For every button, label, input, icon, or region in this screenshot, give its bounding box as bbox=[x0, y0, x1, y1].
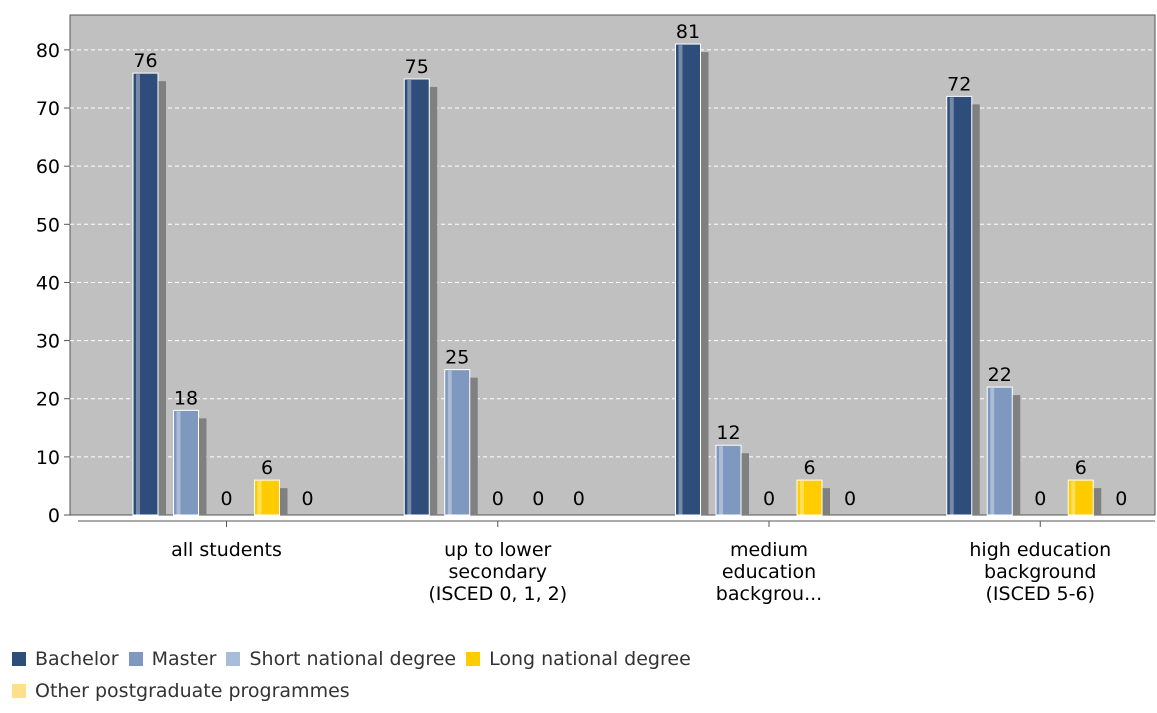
legend-row-2: Other postgraduate programmes bbox=[12, 676, 1142, 706]
bar-master bbox=[444, 369, 471, 516]
legend-item-short-national-degree: Short national degree bbox=[226, 648, 456, 670]
x-category-label: all students bbox=[171, 539, 282, 561]
y-tick-label: 20 bbox=[36, 389, 60, 411]
bar-highlight bbox=[447, 370, 452, 515]
data-label: 12 bbox=[716, 422, 740, 444]
data-label: 0 bbox=[301, 488, 313, 510]
data-label: 72 bbox=[947, 73, 971, 95]
legend-label-master: Master bbox=[151, 648, 217, 670]
legend-swatch-long-national-degree bbox=[466, 652, 481, 666]
legend-label-short-national-degree: Short national degree bbox=[249, 648, 457, 670]
bar-long-national-degree bbox=[1067, 479, 1094, 516]
data-label: 81 bbox=[676, 21, 700, 43]
legend-label-other-postgraduate: Other postgraduate programmes bbox=[35, 680, 350, 702]
bar-master bbox=[715, 444, 742, 516]
legend: Bachelor Master Short national degree Lo… bbox=[12, 644, 1142, 708]
legend-item-bachelor: Bachelor bbox=[12, 648, 119, 670]
data-label: 0 bbox=[220, 488, 232, 510]
bar-bachelor bbox=[132, 72, 159, 516]
legend-item-other-postgraduate: Other postgraduate programmes bbox=[12, 680, 350, 702]
bar-highlight bbox=[176, 411, 181, 515]
data-label: 0 bbox=[1115, 488, 1127, 510]
x-category-label: up to lower secondary (ISCED 0, 1, 2) bbox=[428, 539, 568, 605]
legend-label-bachelor: Bachelor bbox=[35, 648, 119, 670]
legend-row-1: Bachelor Master Short national degree Lo… bbox=[12, 644, 1142, 674]
legend-swatch-other-postgraduate bbox=[12, 684, 26, 698]
legend-item-master: Master bbox=[128, 648, 217, 670]
y-tick-label: 50 bbox=[36, 214, 60, 236]
legend-swatch-bachelor bbox=[12, 652, 26, 666]
data-label: 0 bbox=[532, 488, 544, 510]
y-tick-label: 60 bbox=[36, 156, 60, 178]
bar-highlight bbox=[800, 481, 804, 515]
bars bbox=[132, 43, 1102, 516]
data-label: 75 bbox=[405, 56, 429, 78]
data-label: 22 bbox=[988, 364, 1012, 386]
y-tick-label: 30 bbox=[36, 331, 60, 353]
y-tick-label: 0 bbox=[48, 505, 60, 527]
data-label: 6 bbox=[1075, 457, 1087, 479]
data-label: 0 bbox=[1034, 488, 1046, 510]
data-label: 0 bbox=[844, 488, 856, 510]
data-label: 6 bbox=[261, 457, 273, 479]
bar-master bbox=[986, 386, 1013, 516]
bar-bachelor bbox=[946, 95, 973, 516]
data-label: 0 bbox=[573, 488, 585, 510]
bar-highlight bbox=[949, 97, 954, 515]
data-label: 6 bbox=[803, 457, 815, 479]
legend-swatch-master bbox=[128, 652, 143, 666]
bar-bachelor bbox=[675, 43, 701, 516]
y-tick-label: 80 bbox=[36, 40, 60, 62]
legend-swatch-short-national-degree bbox=[226, 652, 241, 666]
data-label: 76 bbox=[133, 50, 157, 72]
bar-highlight bbox=[257, 481, 262, 515]
y-tick-label: 40 bbox=[36, 272, 60, 294]
bar-long-national-degree bbox=[796, 479, 823, 516]
y-tick-label: 70 bbox=[36, 98, 60, 120]
x-category-label: medium education backgrou... bbox=[715, 539, 823, 605]
legend-item-long-national-degree: Long national degree bbox=[466, 648, 691, 670]
bar-highlight bbox=[678, 45, 683, 516]
bar-long-national-degree bbox=[254, 479, 280, 516]
data-label: 0 bbox=[492, 488, 504, 510]
data-label: 18 bbox=[174, 387, 198, 409]
data-label: 0 bbox=[763, 488, 775, 510]
bar-bachelor bbox=[403, 78, 430, 516]
bar-master bbox=[173, 409, 199, 516]
data-label: 25 bbox=[445, 347, 469, 369]
data-labels: 76 18 0 6 0 75 25 0 0 0 81 12 0 6 0 72 22 0 6 0 bbox=[133, 21, 1127, 510]
bar-highlight bbox=[407, 79, 412, 515]
bar-highlight bbox=[136, 74, 140, 516]
x-category-label: high education background (ISCED 5-6) bbox=[969, 539, 1112, 605]
bar-highlight bbox=[1071, 481, 1076, 515]
bar-highlight bbox=[990, 388, 995, 515]
bar-highlight bbox=[719, 446, 723, 515]
y-tick-label: 10 bbox=[36, 447, 60, 469]
legend-label-long-national-degree: Long national degree bbox=[489, 648, 691, 670]
